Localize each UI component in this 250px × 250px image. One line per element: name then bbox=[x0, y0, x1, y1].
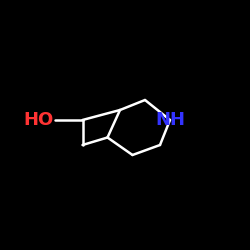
Text: HO: HO bbox=[24, 111, 54, 129]
Text: NH: NH bbox=[155, 111, 185, 129]
